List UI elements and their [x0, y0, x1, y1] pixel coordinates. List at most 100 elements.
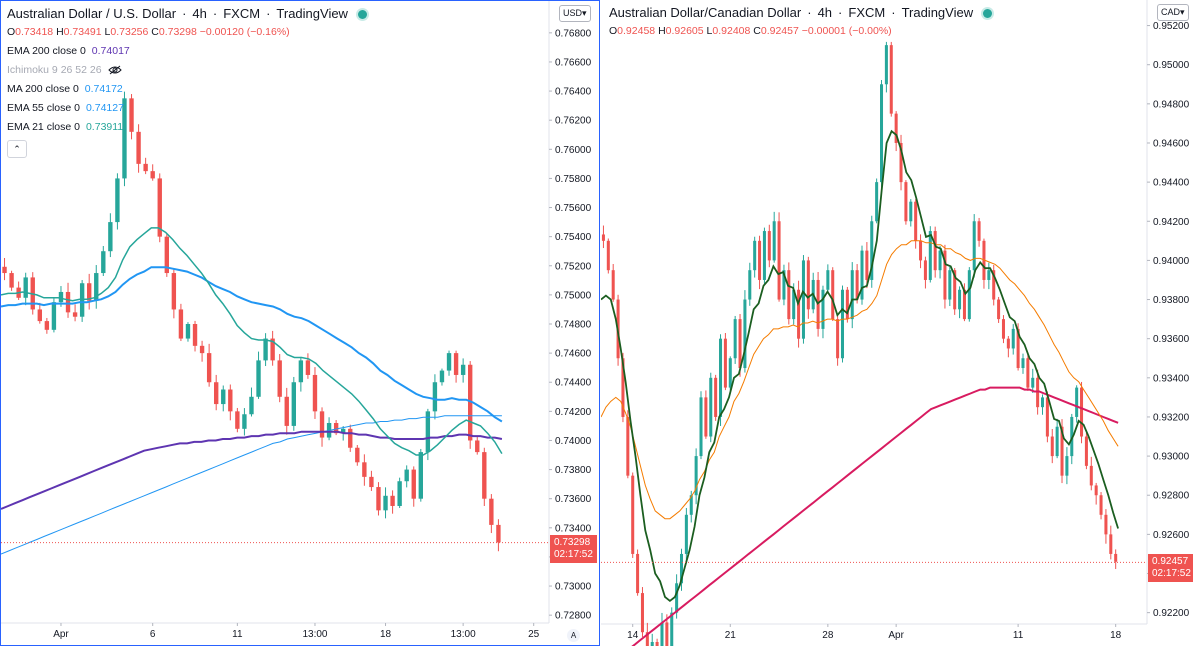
candle-body	[743, 299, 747, 369]
eye-hidden-icon[interactable]	[107, 65, 122, 75]
candle-body	[432, 382, 438, 412]
candle-body	[782, 270, 786, 300]
candle-body	[728, 358, 732, 388]
candle-body	[762, 231, 766, 280]
countdown-label: 02:17:52	[1152, 568, 1191, 580]
candle-body	[115, 178, 120, 223]
candle-body	[992, 270, 996, 300]
candle-body	[758, 240, 762, 280]
candle-body	[1109, 534, 1113, 554]
x-tick-label: 28	[822, 630, 834, 641]
currency-selector-cad[interactable]: CAD▾	[1157, 4, 1189, 21]
candle-body	[684, 514, 688, 554]
market-open-status-icon	[983, 8, 993, 18]
candle-body	[489, 498, 494, 525]
candle-body	[418, 452, 423, 499]
candle-body	[383, 495, 388, 511]
candle-body	[249, 396, 254, 415]
y-tick-label: 0.93200	[1153, 412, 1190, 423]
candle-body	[904, 182, 908, 222]
candle-body	[845, 289, 849, 320]
candle-body	[341, 428, 346, 434]
candle-body	[840, 289, 844, 359]
candle-body	[660, 622, 664, 646]
legend-audcad: Australian Dollar/Canadian Dollar · 4h ·…	[609, 5, 993, 38]
x-tick-label: 11	[1013, 630, 1024, 641]
candle-body	[777, 221, 781, 300]
candle-body	[826, 270, 830, 290]
candle-body	[460, 364, 466, 375]
candle-body	[772, 221, 776, 261]
candle-body	[689, 495, 693, 515]
y-tick-label: 0.76800	[555, 28, 592, 39]
y-tick-label: 0.93400	[1153, 373, 1190, 384]
ohlc-open: 0.73418	[15, 26, 54, 38]
candle-body	[468, 364, 473, 441]
candle-body	[1099, 495, 1103, 515]
candle-body	[277, 360, 282, 397]
y-tick-label: 0.74000	[555, 436, 592, 447]
indicator-ichimoku[interactable]: Ichimoku 9 26 52 26	[7, 63, 367, 77]
y-tick-label: 0.94400	[1153, 178, 1190, 189]
indicator-ema55[interactable]: EMA 55 close 0 0.74127	[7, 101, 367, 115]
interval-label[interactable]: 4h	[192, 6, 207, 21]
symbol-title-row[interactable]: Australian Dollar/Canadian Dollar · 4h ·…	[609, 5, 993, 20]
candle-body	[1001, 319, 1005, 339]
chart-canvas-audusd[interactable]: 0.76800 0.76600 0.76400 0.76200 0.76000 0.758…	[1, 1, 599, 645]
candle-body	[157, 178, 162, 237]
candle-body	[631, 475, 635, 554]
legend-audusd: Australian Dollar / U.S. Dollar · 4h · F…	[7, 7, 367, 158]
brand-label: TradingView	[276, 6, 348, 21]
symbol-title[interactable]: Australian Dollar / U.S. Dollar	[7, 6, 177, 21]
indicator-label: EMA 55 close 0	[7, 102, 80, 114]
candle-body	[821, 289, 825, 329]
candle-body	[967, 270, 971, 320]
candle-body	[870, 221, 874, 280]
candle-body	[425, 411, 431, 453]
indicator-ema21[interactable]: EMA 21 close 0 0.73911	[7, 120, 367, 134]
candle-body	[836, 319, 840, 359]
candle-body	[860, 250, 864, 300]
candle-body	[475, 440, 480, 453]
candle-body	[23, 277, 28, 298]
indicator-value: 0.73911	[85, 121, 124, 133]
candle-body	[235, 411, 240, 429]
candle-body	[806, 260, 810, 310]
candle-body	[101, 251, 106, 274]
candle-body	[369, 476, 374, 488]
symbol-title[interactable]: Australian Dollar/Canadian Dollar	[609, 5, 802, 20]
chart-canvas-audcad[interactable]: 0.95200 0.95000 0.94800 0.94600 0.94400 0.942…	[601, 0, 1193, 646]
interval-label[interactable]: 4h	[817, 5, 833, 20]
candle-body	[748, 270, 752, 300]
candle-body	[1084, 436, 1088, 466]
broker-label: FXCM	[223, 6, 261, 21]
indicator-label: EMA 21 close 0	[7, 121, 80, 133]
candle-body	[284, 396, 289, 426]
x-tick-label: Apr	[888, 630, 904, 641]
currency-selector-usd[interactable]: USD▾	[559, 5, 591, 22]
indicator-ema200[interactable]: EMA 200 close 0 0.74017	[7, 44, 367, 58]
candle-body	[738, 319, 742, 369]
candle-body	[312, 374, 318, 412]
candle-body	[875, 182, 879, 222]
candle-body	[164, 236, 169, 274]
candle-body	[699, 397, 703, 457]
candle-body	[1089, 465, 1093, 486]
indicator-ma200[interactable]: MA 200 close 0 0.74172	[7, 82, 367, 96]
ohlc-values: O0.92458 H0.92605 L0.92408 C0.92457 −0.0…	[609, 25, 892, 37]
indicator-value: 0.74127	[85, 102, 124, 114]
chart-panel-audusd[interactable]: 0.76800 0.76600 0.76400 0.76200 0.76000 0.758…	[0, 0, 600, 646]
candle-body	[1070, 416, 1074, 457]
collapse-legend-button[interactable]: ⌃	[7, 140, 27, 158]
candle-body	[51, 302, 57, 330]
candle-body	[482, 452, 487, 499]
candle-body	[1040, 397, 1045, 408]
candle-body	[319, 411, 325, 438]
symbol-title-row[interactable]: Australian Dollar / U.S. Dollar · 4h · F…	[7, 7, 367, 21]
auto-scale-button[interactable]: A	[567, 629, 580, 642]
candle-body	[199, 345, 205, 354]
candle-body	[719, 338, 723, 417]
candle-body	[709, 377, 713, 437]
y-tick-label: 0.73600	[555, 494, 592, 505]
chart-panel-audcad[interactable]: 0.95200 0.95000 0.94800 0.94600 0.94400 0.942…	[601, 0, 1193, 646]
